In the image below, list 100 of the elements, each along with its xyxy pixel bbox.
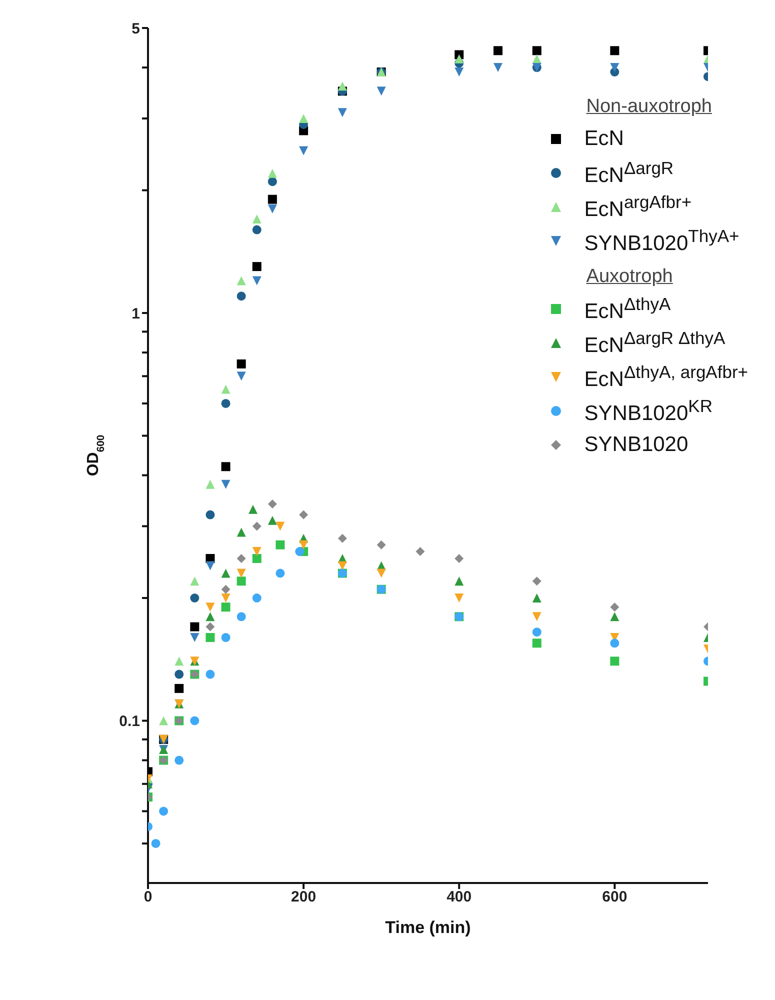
point	[221, 398, 230, 408]
point	[236, 372, 246, 381]
point	[236, 359, 246, 368]
point	[268, 516, 277, 525]
point	[532, 628, 542, 637]
point	[236, 292, 246, 301]
point	[221, 480, 230, 489]
point	[206, 622, 215, 632]
point	[610, 46, 620, 56]
legend-label: EcN$^{ΔthyA}$	[584, 294, 671, 324]
point	[454, 594, 464, 602]
point	[236, 528, 246, 537]
point	[416, 547, 425, 556]
point	[338, 108, 347, 118]
point	[248, 504, 258, 514]
point	[532, 46, 542, 56]
point	[295, 547, 304, 556]
point	[221, 602, 230, 612]
point	[268, 168, 277, 178]
point	[252, 262, 262, 272]
point	[454, 54, 464, 64]
point	[494, 63, 502, 72]
x-tick-label: 600	[602, 888, 628, 906]
point	[190, 633, 200, 642]
point	[276, 522, 285, 531]
point	[268, 500, 277, 509]
point	[268, 204, 277, 214]
point	[252, 547, 262, 556]
point	[236, 576, 246, 586]
point	[376, 86, 386, 96]
legend-label: SYNB1020$^{KR}$	[584, 396, 712, 426]
point	[494, 46, 502, 56]
legend-label: EcN$^{ΔargR}$	[584, 158, 674, 188]
point	[221, 594, 230, 602]
legend-label: EcN$^{ΔthyA, argAfbr+}$	[584, 362, 748, 392]
point	[190, 716, 200, 726]
point	[236, 554, 246, 563]
legend-label: SYNB1020	[584, 433, 688, 457]
x-tick-label: 0	[144, 888, 152, 906]
point	[206, 602, 215, 612]
point	[221, 462, 230, 472]
point	[236, 612, 246, 622]
point	[159, 716, 168, 726]
point	[454, 576, 464, 586]
x-tick-label: 200	[291, 888, 316, 906]
x-axis-title: Time (min)	[385, 918, 471, 937]
point	[221, 633, 230, 642]
point	[532, 54, 542, 64]
point	[454, 68, 464, 76]
point	[174, 656, 184, 666]
point	[532, 594, 542, 602]
point	[190, 576, 200, 586]
point	[610, 602, 620, 612]
point	[610, 656, 620, 666]
point	[276, 568, 285, 578]
point	[252, 225, 262, 234]
point	[151, 838, 160, 848]
point	[221, 384, 230, 394]
legend-label: EcN$^{ΔargR ΔthyA}$	[584, 328, 726, 358]
legend-label: EcN$^{argAfbr+}$	[584, 192, 692, 222]
point	[174, 684, 184, 693]
x-tick-label: 400	[446, 888, 472, 906]
point	[236, 568, 246, 578]
point	[206, 510, 215, 520]
y-tick-label: 1	[132, 305, 140, 322]
point	[532, 638, 542, 648]
point	[252, 276, 262, 286]
point	[190, 622, 200, 632]
point	[532, 576, 542, 586]
text: Non-auxotroph	[586, 96, 712, 117]
point	[206, 670, 215, 679]
point	[376, 540, 386, 550]
y-tick-label: 5	[132, 20, 140, 38]
point	[159, 806, 168, 816]
point	[299, 540, 308, 550]
point	[610, 63, 620, 72]
point	[190, 594, 200, 602]
point	[236, 276, 246, 286]
point	[174, 756, 184, 765]
text: Auxotroph	[586, 266, 673, 287]
point	[532, 612, 542, 622]
point	[206, 612, 215, 622]
point	[221, 584, 230, 594]
point	[252, 594, 262, 602]
point	[376, 568, 386, 578]
point	[268, 194, 277, 204]
point	[454, 554, 464, 563]
legend-label: EcN	[584, 127, 624, 151]
point	[252, 522, 262, 531]
point	[252, 214, 262, 224]
point	[276, 540, 285, 550]
point	[299, 146, 308, 156]
point	[268, 177, 277, 186]
point	[206, 633, 215, 642]
point	[338, 534, 347, 543]
point	[610, 612, 620, 622]
point	[252, 554, 262, 563]
point	[221, 568, 230, 578]
point	[338, 82, 347, 91]
legend-label: SYNB1020$^{ThyA+}$	[584, 226, 740, 256]
